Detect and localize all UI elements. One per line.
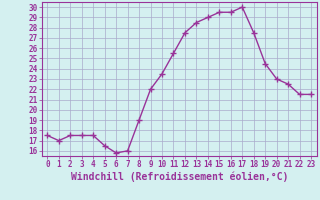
X-axis label: Windchill (Refroidissement éolien,°C): Windchill (Refroidissement éolien,°C): [70, 172, 288, 182]
